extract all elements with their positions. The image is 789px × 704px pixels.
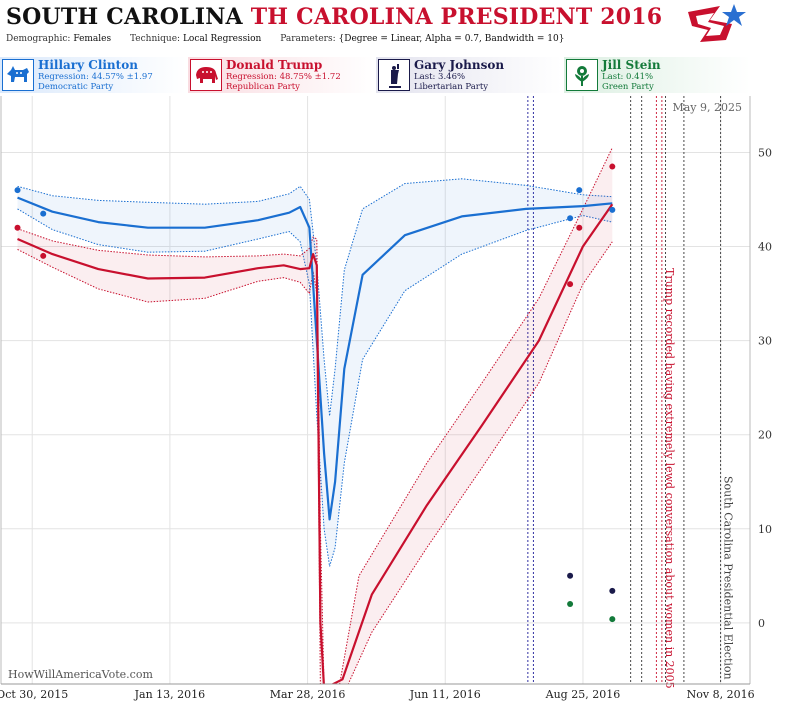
demographic-value: Females <box>73 34 112 44</box>
chart-title: SOUTH CAROLINA TH CAROLINA PRESIDENT 201… <box>6 4 662 30</box>
candidate-party: Libertarian Party <box>414 82 489 92</box>
trend-lines <box>17 196 614 684</box>
poll-point <box>567 281 574 288</box>
candidate-party: Green Party <box>602 82 654 92</box>
watermark: HowWillAmericaVote.com <box>8 668 153 681</box>
band-upper-line <box>17 178 613 416</box>
x-tick-label: Nov 8, 2016 <box>687 688 755 701</box>
confidence-band <box>17 178 613 567</box>
confidence-bands <box>17 147 613 684</box>
parameters-value: {Degree = Linear, Alpha = 0.7, Bandwidth… <box>338 34 565 44</box>
event-marker-label: South Carolina Presidential Election <box>722 476 735 680</box>
title-state: SOUTH CAROLINA <box>6 4 243 30</box>
date-stamp: May 9, 2025 <box>672 101 742 114</box>
x-tick-label: Jun 11, 2016 <box>409 688 481 701</box>
annotation-lines: Trump recorded having extremely lewd con… <box>527 96 735 689</box>
event-marker-label: Trump recorded having extremely lewd con… <box>663 268 676 689</box>
site-logo <box>688 4 746 42</box>
candidate-name: Gary Johnson <box>414 58 505 72</box>
title-rest: TH CAROLINA PRESIDENT 2016 <box>250 4 663 30</box>
candidate-stat: Regression: 44.57% ±1.97 <box>38 72 153 82</box>
candidate-legend: Hillary Clinton Regression: 44.57% ±1.97… <box>0 57 789 95</box>
confidence-band <box>17 147 613 684</box>
poll-point <box>14 224 21 231</box>
technique-value: Local Regression <box>182 34 262 44</box>
chart-parameters: Demographic: Females Technique: Local Re… <box>6 34 580 44</box>
y-tick-label: 20 <box>758 429 772 442</box>
x-tick-label: Mar 28, 2016 <box>270 688 346 701</box>
chart-header: SOUTH CAROLINA TH CAROLINA PRESIDENT 201… <box>0 0 789 60</box>
flower-icon <box>566 59 598 91</box>
candidate-stat: Last: 0.41% <box>602 72 654 82</box>
elephant-icon <box>190 59 222 91</box>
trend-line <box>17 196 613 521</box>
candidate-party: Republican Party <box>226 82 300 92</box>
candidate-name: Hillary Clinton <box>38 58 138 72</box>
poll-point <box>609 616 616 623</box>
statue-of-liberty-icon <box>378 59 410 91</box>
y-tick-label: 50 <box>758 146 772 159</box>
poll-point <box>609 587 616 594</box>
poll-point <box>609 163 616 170</box>
y-tick-label: 10 <box>758 523 772 536</box>
x-tick-label: Oct 30, 2015 <box>0 688 68 701</box>
candidate-party: Democratic Party <box>38 82 114 92</box>
candidate-stat: Last: 3.46% <box>414 72 466 82</box>
donkey-icon <box>2 59 34 91</box>
poll-points <box>14 163 616 623</box>
poll-point <box>567 215 574 222</box>
poll-point <box>576 187 583 194</box>
candidate-stat: Regression: 48.75% ±1.72 <box>226 72 341 82</box>
poll-point <box>576 224 583 231</box>
trend-line <box>17 203 614 684</box>
candidate-name: Jill Stein <box>602 58 661 72</box>
poll-point <box>609 206 616 213</box>
y-tick-label: 30 <box>758 335 772 348</box>
parameters-key: Parameters: <box>280 34 336 44</box>
y-tick-label: 0 <box>758 617 765 630</box>
demographic-key: Demographic: <box>6 34 71 44</box>
candidate-stein: Jill Stein Last: 0.41% Green Party <box>564 57 750 93</box>
band-lower-line <box>17 241 613 684</box>
poll-point <box>40 210 47 217</box>
axes: 0 10 20 30 40 50 Oct 30, 2015 Jan 13, 2016 Mar 2… <box>0 96 772 701</box>
candidate-name: Donald Trump <box>226 58 323 72</box>
poll-chart: Trump recorded having extremely lewd con… <box>0 96 789 704</box>
candidate-trump: Donald Trump Regression: 48.75% ±1.72 Re… <box>188 57 374 93</box>
poll-point <box>14 187 21 194</box>
y-tick-label: 40 <box>758 241 772 254</box>
candidate-clinton: Hillary Clinton Regression: 44.57% ±1.97… <box>0 57 186 93</box>
technique-key: Technique: <box>130 34 181 44</box>
x-tick-label: Aug 25, 2016 <box>545 688 621 701</box>
poll-point <box>40 252 47 259</box>
poll-point <box>567 601 574 608</box>
candidate-johnson: Gary Johnson Last: 3.46% Libertarian Par… <box>376 57 562 93</box>
x-tick-label: Jan 13, 2016 <box>134 688 206 701</box>
poll-point <box>567 572 574 579</box>
